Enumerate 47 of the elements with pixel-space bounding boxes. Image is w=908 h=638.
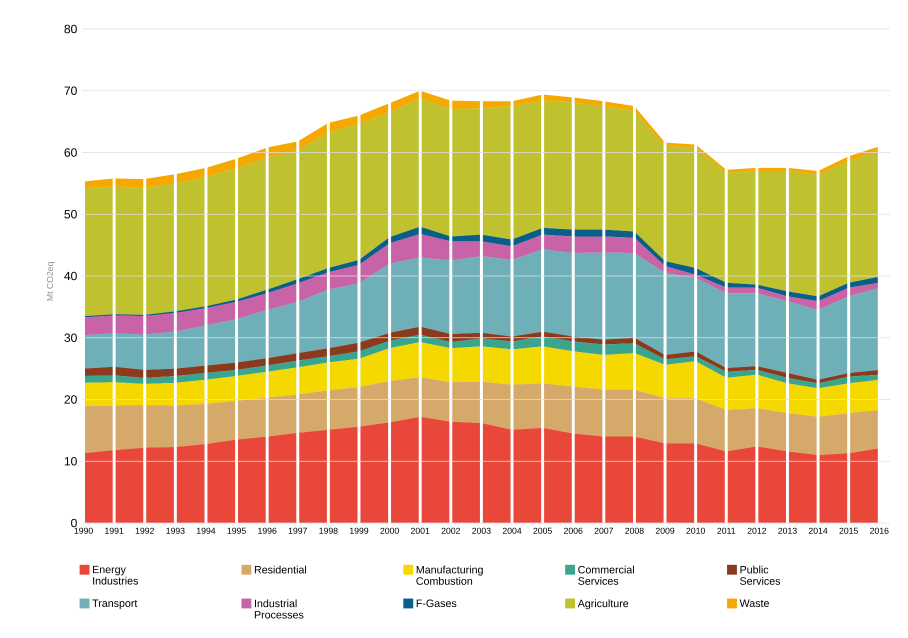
y-tick-label: 10 [64, 456, 77, 466]
y-tick-label: 40 [64, 272, 77, 280]
y-tick-label: 30 [64, 333, 77, 342]
legend-label: Commercial Services [578, 566, 634, 585]
x-tick-label: 1998 [319, 528, 338, 534]
x-tick-label: 2015 [839, 528, 858, 534]
x-tick-label: 2005 [533, 528, 552, 534]
x-tick-label: 2006 [564, 528, 582, 534]
y-tick-label: 20 [64, 395, 77, 404]
x-tick-label: 1995 [228, 528, 246, 534]
x-tick-label: 2014 [808, 528, 828, 534]
legend-label: Transport [92, 600, 138, 610]
legend-label: Residential [254, 566, 306, 574]
y-tick-label: 0 [71, 518, 77, 528]
x-tick-label: 2013 [778, 528, 797, 534]
x-tick-label: 1996 [258, 528, 276, 534]
x-tick-label: 2012 [748, 528, 766, 534]
legend-label: Industrial Processes [254, 599, 304, 619]
legend-label: Public Services [740, 566, 780, 585]
x-tick-label: 2004 [502, 528, 522, 534]
x-tick-label: 1997 [288, 528, 307, 534]
x-tick-label: 2011 [717, 528, 736, 534]
legend-label: Waste [740, 600, 769, 607]
y-tick-label: 60 [64, 148, 77, 157]
x-tick-label: 2003 [472, 528, 491, 534]
y-tick-label: 50 [64, 210, 77, 218]
x-tick-label: 2001 [411, 528, 430, 534]
legend-label: F-Gases [416, 600, 456, 608]
legend-label: Manufacturing Combustion [416, 566, 483, 585]
x-tick-label: 1990 [74, 528, 93, 534]
x-tick-label: 1993 [166, 528, 185, 534]
x-tick-label: 2007 [594, 528, 614, 534]
y-axis-title: Mt CO2eq [46, 262, 55, 300]
x-tick-label: 1999 [350, 528, 368, 534]
x-tick-label: 1991 [105, 528, 124, 534]
legend-label: Agriculture [578, 599, 628, 610]
x-tick-label: 2016 [870, 528, 889, 534]
x-tick-label: 2008 [625, 528, 644, 534]
x-tick-label: 2002 [442, 528, 460, 534]
x-tick-label: 2010 [686, 528, 705, 534]
x-tick-label: 1992 [136, 528, 154, 534]
x-tick-label: 2000 [380, 528, 399, 534]
x-tick-label: 2009 [656, 528, 674, 534]
y-tick-label: 70 [64, 86, 77, 95]
legend-label: Energy Industries [93, 566, 138, 585]
x-tick-label: 1994 [196, 528, 216, 534]
y-tick-label: 80 [64, 24, 77, 34]
